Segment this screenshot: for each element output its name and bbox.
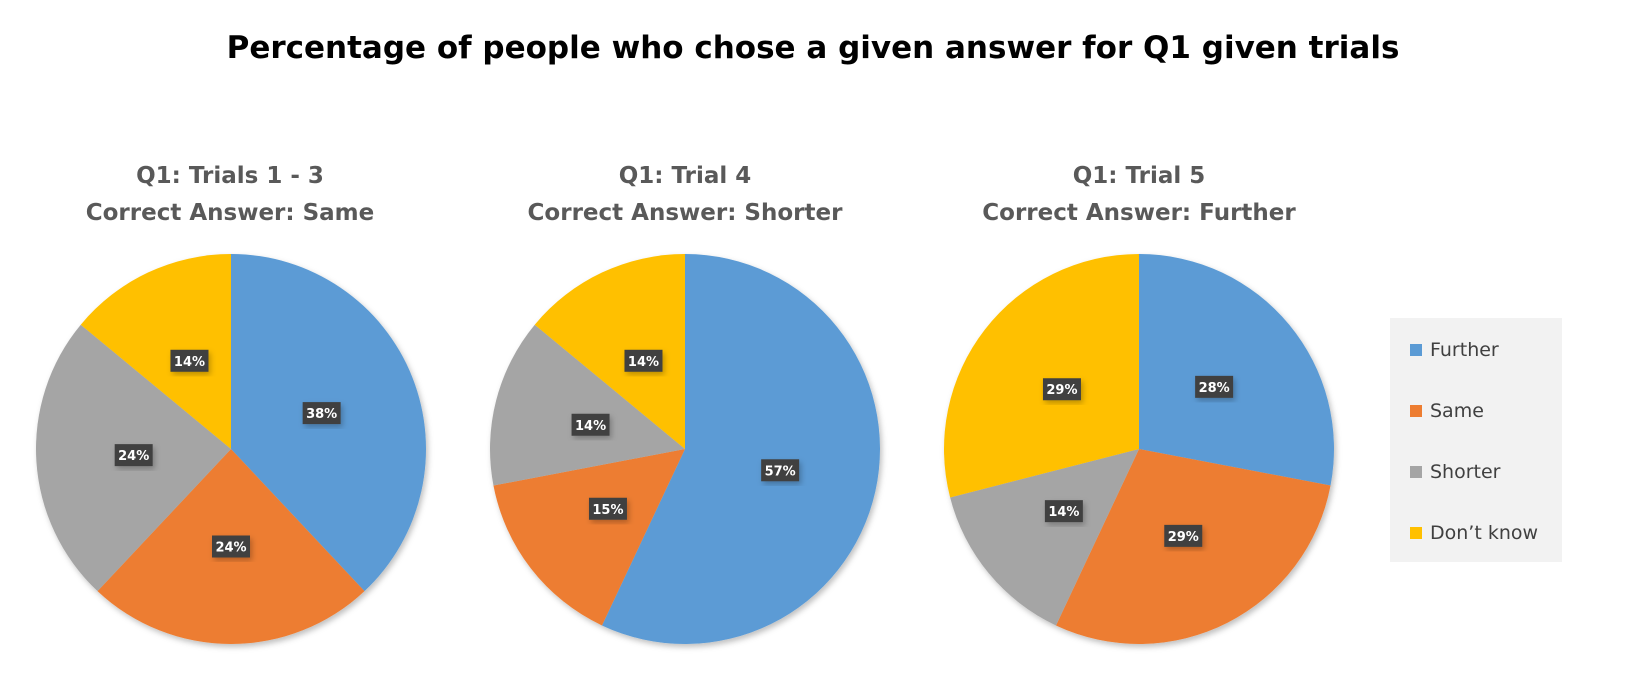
svg-text:29%: 29% [1168,530,1199,545]
legend-label: Shorter [1430,461,1501,483]
legend-item-shorter: Shorter [1410,460,1501,484]
pie-1-subtitle: Correct Answer: Same [85,200,375,226]
svg-text:29%: 29% [1046,383,1077,398]
pie-1-data-label: 14% [170,349,209,372]
pie-3-data-label: 29% [1164,524,1203,547]
pie-2-slice-don-t-know [534,254,685,449]
pie-3-data-label: 28% [1195,375,1234,398]
svg-text:57%: 57% [765,464,796,479]
pie-2 [490,254,880,644]
pie-2-data-label: 14% [571,413,610,436]
pie-2-data-label: 57% [761,459,800,482]
pie-2-data-label: 15% [588,497,627,520]
pie-2-slice-shorter [490,324,685,486]
svg-text:24%: 24% [215,541,246,556]
legend: Further Same Shorter Don’t know [1390,318,1562,562]
svg-text:14%: 14% [575,419,606,434]
legend-swatch [1410,466,1422,478]
pie-2-title: Q1: Trial 4 [618,163,752,189]
main-title: Percentage of people who chose a given a… [226,30,1400,66]
svg-text:28%: 28% [1199,381,1230,396]
svg-text:14%: 14% [628,355,659,370]
legend-swatch [1410,405,1422,417]
pie-1-heading: Q1: Trials 1 - 3 Correct Answer: Same [0,158,460,232]
svg-text:38%: 38% [306,407,337,422]
legend-label: Further [1430,339,1499,361]
pie-2-slice-same [493,449,685,626]
legend-item-same: Same [1410,399,1484,423]
pie-2-slice-further [601,254,880,644]
pie-3-slice-shorter [950,449,1139,626]
pie-3-data-label: 14% [1044,500,1083,523]
svg-text:15%: 15% [592,503,623,518]
pie-3-heading: Q1: Trial 5 Correct Answer: Further [909,158,1369,232]
pie-3-subtitle: Correct Answer: Further [982,200,1296,226]
pie-2-data-label: 14% [624,349,663,372]
pie-1-title: Q1: Trials 1 - 3 [136,163,324,189]
legend-swatch [1410,344,1422,356]
pie-2-heading: Q1: Trial 4 Correct Answer: Shorter [455,158,915,232]
legend-item-don-t-know: Don’t know [1410,521,1538,545]
svg-text:14%: 14% [174,355,205,370]
legend-swatch [1410,527,1422,539]
pie-1-data-label: 24% [114,444,153,467]
legend-label: Don’t know [1430,522,1539,544]
pie-3-data-label: 29% [1042,378,1081,401]
pie-3-slice-further [1139,254,1334,486]
pie-2-subtitle: Correct Answer: Shorter [527,200,843,226]
svg-text:24%: 24% [118,449,149,464]
svg-text:14%: 14% [1048,505,1079,520]
legend-item-further: Further [1410,338,1499,362]
pie-1-slice-don-t-know [80,254,232,449]
pie-3-slice-don-t-know [943,254,1139,498]
pie-3 [943,254,1334,644]
pie-1 [35,254,427,644]
legend-label: Same [1430,400,1484,422]
pie-3-title: Q1: Trial 5 [1072,163,1206,189]
pie-1-data-label: 38% [302,402,341,425]
pie-1-data-label: 24% [212,535,250,558]
